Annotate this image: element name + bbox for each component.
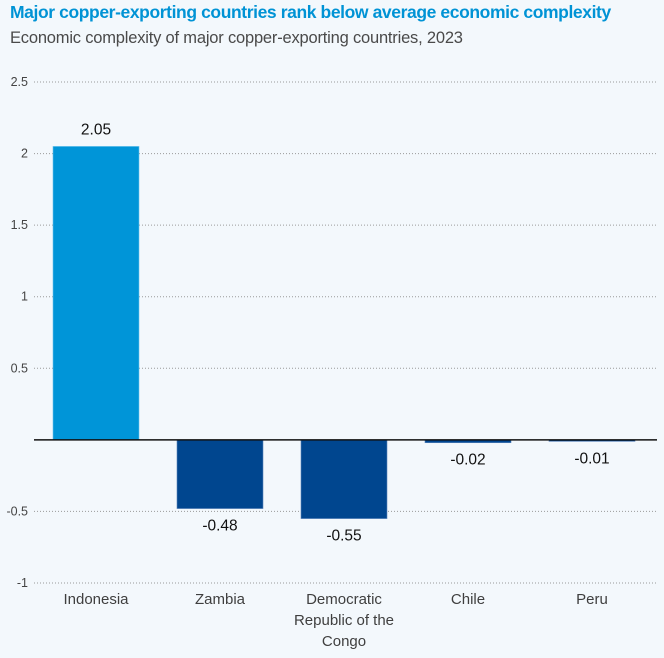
y-tick-label: 2: [21, 147, 28, 161]
y-axis: 2.5 2 1.5 1 0.5 -0.5 -1: [6, 75, 28, 590]
y-tick-label: -1: [17, 576, 28, 590]
x-tick-label: Peru: [576, 591, 608, 608]
y-tick-label: 1.5: [11, 218, 28, 232]
bar: [52, 146, 140, 441]
data-label: -0.48: [202, 518, 237, 535]
y-tick-label: 0.5: [11, 361, 28, 375]
bars: [52, 146, 636, 519]
y-tick-label: -0.5: [6, 504, 28, 518]
x-tick-label: Zambia: [195, 591, 246, 608]
x-tick-label: Chile: [451, 591, 485, 608]
data-label: -0.55: [326, 528, 361, 545]
bar: [300, 439, 388, 519]
data-label: 2.05: [81, 121, 111, 138]
chart-title: Major copper-exporting countries rank be…: [10, 2, 611, 22]
data-label: -0.02: [450, 452, 485, 469]
x-tick-label: Democratic: [306, 591, 382, 608]
y-tick-label: 1: [21, 290, 28, 304]
y-tick-label: 2.5: [11, 75, 28, 89]
x-tick-label: Congo: [322, 633, 366, 650]
gridlines: [34, 81, 657, 584]
x-tick-label: Indonesia: [63, 591, 129, 608]
x-tick-label: Republic of the: [294, 612, 394, 629]
data-label: -0.01: [574, 450, 609, 467]
bar: [176, 439, 264, 509]
chart-subtitle: Economic complexity of major copper-expo…: [10, 29, 463, 47]
x-axis: Indonesia Zambia Democratic Republic of the…: [63, 591, 607, 650]
data-labels: 2.05 -0.48 -0.55 -0.02 -0.01: [81, 121, 610, 544]
